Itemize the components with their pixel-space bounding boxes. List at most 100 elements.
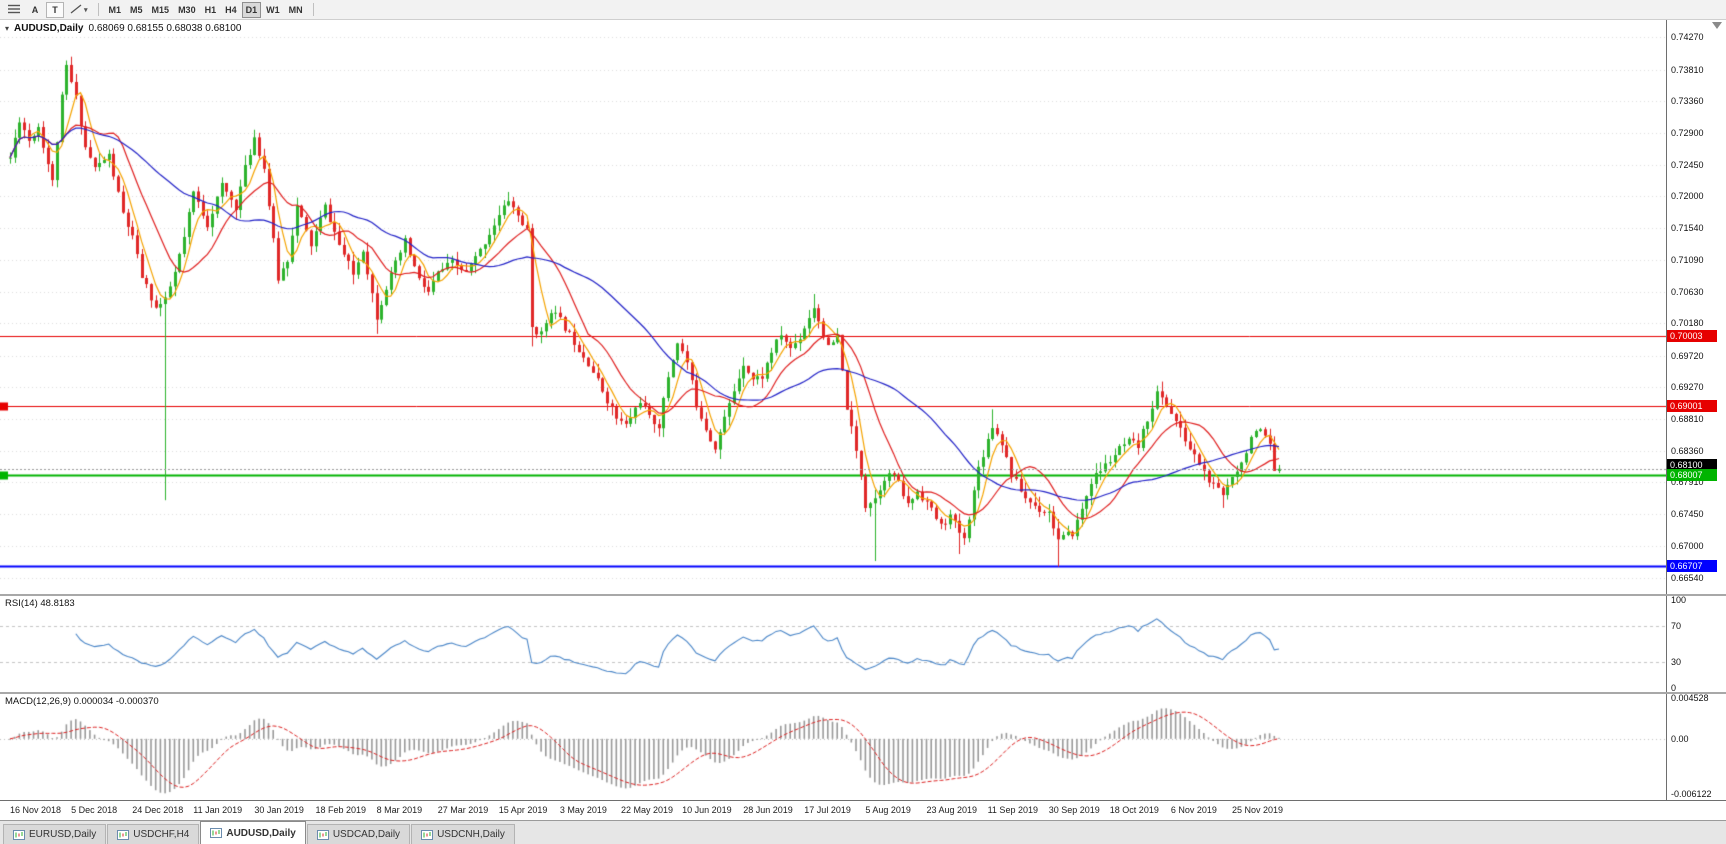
annotation-tool-button[interactable]: A [31,4,39,15]
timeframe-button-d1[interactable]: D1 [241,1,262,18]
price-axis-label: 0.69720 [1671,350,1704,361]
rsi-axis-label: 0 [1671,683,1677,692]
chart-tab-icon [13,829,25,840]
macd-axis-label: 0.00 [1671,733,1689,744]
date-label: 11 Jan 2019 [193,805,243,815]
rsi-axis[interactable]: 100 70 30 0 [1666,596,1726,692]
collapse-arrow-icon[interactable]: ▾ [5,24,10,33]
chart-tab-label: USDCNH,Daily [437,829,505,840]
chart-tab-label: EURUSD,Daily [29,829,97,840]
date-label: 28 Jun 2019 [743,805,793,815]
time-axis[interactable]: 16 Nov 2018 5 Dec 2018 24 Dec 2018 11 Jan 2… [0,800,1726,820]
price-axis-label: 0.74270 [1671,32,1704,43]
price-axis-label: 0.68810 [1671,414,1704,425]
ohlc-values: 0.68069 0.68155 0.68038 0.68100 [88,23,242,34]
price-axis-label: 0.70180 [1671,318,1704,329]
chart-menu-button[interactable] [4,2,24,18]
symbol-period-label: AUDUSD,Daily [14,23,84,34]
pane-divider[interactable] [0,692,1726,694]
main-chart-pane[interactable]: ▾ AUDUSD,Daily 0.68069 0.68155 0.68038 0… [0,20,1726,594]
macd-canvas[interactable] [0,694,1666,800]
price-level-box: 0.70003 [1667,329,1717,342]
macd-label: MACD(12,26,9) 0.000034 -0.000370 [5,696,159,707]
price-axis-label: 0.68360 [1671,445,1704,456]
date-label: 5 Aug 2019 [865,805,911,815]
rsi-axis-label: 100 [1671,596,1687,605]
date-label: 27 Mar 2019 [437,805,489,815]
chart-tab-icon [210,828,223,838]
macd-axis-label: -0.006122 [1671,789,1712,799]
price-level-box: 0.68007 [1667,469,1717,482]
date-label: 10 Jun 2019 [682,805,732,815]
price-axis-label: 0.66540 [1671,572,1704,583]
date-label: 25 Nov 2019 [1232,805,1284,815]
date-label: 8 Mar 2019 [376,805,423,815]
timeframe-button-m1[interactable]: M1 [108,4,122,15]
timeframe-button-m15[interactable]: M15 [151,4,170,15]
chart-tab-usdchf[interactable]: USDCHF,H4 [107,824,200,844]
macd-axis[interactable]: 0.004528 0.00 -0.006122 [1666,694,1726,800]
date-label: 5 Dec 2018 [71,805,118,815]
price-axis-label: 0.67450 [1671,509,1704,520]
chart-title: ▾ AUDUSD,Daily 0.68069 0.68155 0.68038 0… [5,23,241,34]
price-axis-label: 0.67000 [1671,540,1704,551]
timeframe-button-m5[interactable]: M5 [130,4,143,15]
chart-tab-label: USDCHF,H4 [133,829,190,840]
toolbar-separator [312,3,314,16]
chart-tab-icon [421,829,434,840]
timeframe-group: M1 M5 M15 M30 H1 H4 D1 W1 MN [105,1,307,18]
price-level-box: 0.66707 [1667,560,1717,573]
price-axis-label: 0.70630 [1671,286,1704,297]
macd-indicator-pane[interactable]: MACD(12,26,9) 0.000034 -0.000370 0.00452… [0,694,1726,800]
timeframe-button-h1[interactable]: H1 [204,4,217,15]
timeframe-button-mn[interactable]: MN [288,4,303,15]
rsi-canvas[interactable] [0,596,1666,692]
date-label: 30 Sep 2019 [1048,805,1100,815]
chart-tab-label: USDCAD,Daily [332,829,401,840]
price-level-box: 0.69001 [1667,399,1717,412]
text-tool-button[interactable]: T [46,1,64,18]
date-label: 17 Jul 2019 [804,805,851,815]
line-tools-button[interactable]: ▾ [66,2,92,18]
timeframe-button-m30[interactable]: M30 [178,4,196,15]
price-axis-label: 0.67910 [1671,477,1704,488]
trendline-icon [70,3,82,16]
chart-toolbar: A T ▾ M1 M5 M15 M30 H1 H4 D1 W1 MN [0,0,1726,20]
price-axis-label: 0.73810 [1671,64,1704,75]
price-axis-label: 0.71540 [1671,223,1704,234]
date-label: 22 May 2019 [621,805,674,815]
price-axis-label: 0.72900 [1671,128,1704,139]
macd-axis-label: 0.004528 [1671,694,1709,703]
chart-tab-label: AUDUSD,Daily [226,827,296,839]
date-label: 16 Nov 2018 [10,805,62,815]
chart-tab-bar: EURUSD,Daily USDCHF,H4 AUDUSD,Daily USDCAD,… [0,820,1726,844]
chevron-down-icon: ▾ [84,6,88,14]
date-label: 18 Oct 2019 [1109,805,1159,815]
chart-tab-usdcnh[interactable]: USDCNH,Daily [411,824,515,844]
rsi-indicator-pane[interactable]: RSI(14) 48.8183 100 70 30 0 [0,596,1726,692]
timeframe-button-h4[interactable]: H4 [225,4,237,15]
price-axis-label: 0.73360 [1671,96,1704,107]
date-label: 3 May 2019 [559,805,607,815]
rsi-label: RSI(14) 48.8183 [5,598,75,609]
date-label: 18 Feb 2019 [315,805,367,815]
price-axis[interactable]: 0.74270 0.73810 0.73360 0.72900 0.72450 0.720… [1666,20,1726,594]
date-label: 15 Apr 2019 [498,805,548,815]
price-level-box: 0.68100 [1667,458,1717,471]
price-axis-label: 0.69270 [1671,381,1704,392]
chart-tab-audusd[interactable]: AUDUSD,Daily [200,821,306,844]
price-axis-label: 0.71090 [1671,254,1704,265]
date-label: 30 Jan 2019 [254,805,304,815]
date-label: 6 Nov 2019 [1170,805,1217,815]
pane-divider[interactable] [0,594,1726,596]
price-axis-label: 0.72450 [1671,159,1704,170]
rsi-axis-label: 30 [1671,656,1682,667]
chart-tab-eurusd[interactable]: EURUSD,Daily [3,824,107,844]
hamburger-icon [8,4,20,16]
chart-tab-usdcad[interactable]: USDCAD,Daily [306,824,411,844]
rsi-axis-label: 70 [1671,621,1682,632]
chart-tab-icon [316,829,329,840]
timeframe-button-w1[interactable]: W1 [266,4,280,15]
candlestick-chart-canvas[interactable] [0,20,1666,594]
